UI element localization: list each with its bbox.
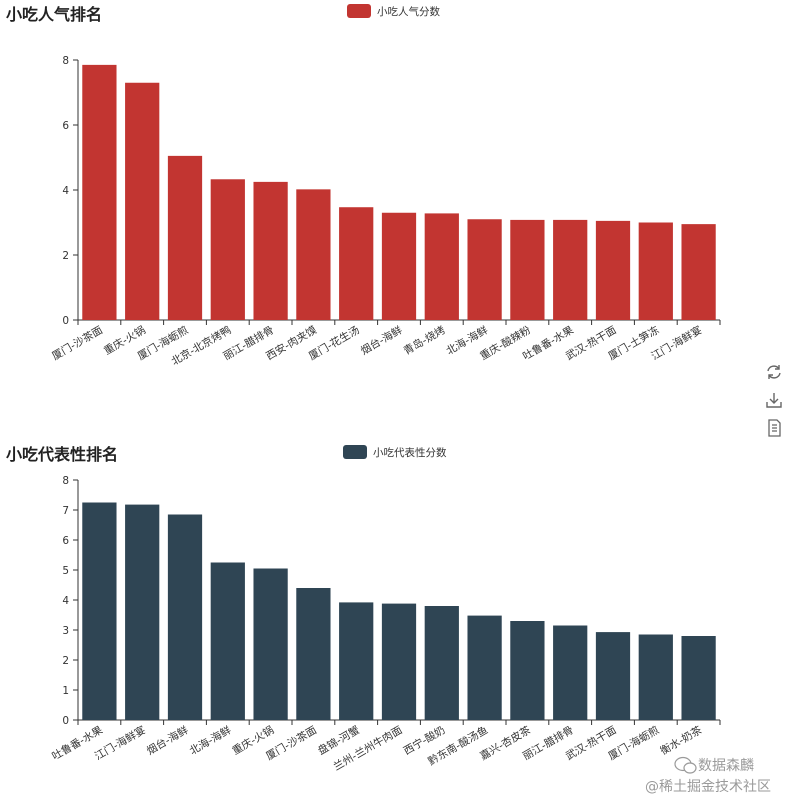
representative-bar[interactable]: [381, 603, 417, 720]
representative-bar[interactable]: [467, 615, 502, 720]
popularity-bar[interactable]: [381, 212, 417, 320]
popularity-y-tick-label: 2: [62, 250, 69, 262]
representative-y-tick-label: 3: [62, 625, 69, 637]
popularity-category-label: 烟台-海鲜: [358, 323, 405, 357]
representative-category-label: 烟台-海鲜: [144, 723, 191, 757]
representative-legend-label: 小吃代表性分数: [373, 446, 447, 459]
popularity-bar[interactable]: [296, 189, 331, 320]
representative-y-tick-label: 8: [62, 475, 69, 487]
representative-y-tick-label: 0: [62, 715, 69, 727]
popularity-bar[interactable]: [167, 155, 203, 320]
popularity-chart-title: 小吃人气排名: [6, 5, 102, 24]
representative-bar[interactable]: [681, 636, 716, 720]
popularity-bar[interactable]: [595, 220, 631, 320]
data-view-icon[interactable]: [765, 419, 783, 437]
representative-y-tick-label: 5: [62, 565, 69, 577]
refresh-icon[interactable]: [765, 363, 783, 381]
popularity-bar[interactable]: [253, 181, 288, 320]
popularity-legend-label: 小吃人气分数: [377, 5, 440, 18]
popularity-bar[interactable]: [82, 64, 117, 320]
popularity-y-tick-label: 0: [62, 315, 69, 327]
representative-bar[interactable]: [167, 514, 203, 721]
representative-bar[interactable]: [339, 602, 374, 720]
popularity-category-label: 厦门-沙茶面: [50, 323, 105, 362]
representative-legend[interactable]: 小吃代表性分数: [343, 445, 447, 459]
representative-chart-title: 小吃代表性排名: [6, 445, 118, 464]
representative-category-label: 北海-海鲜: [187, 723, 234, 757]
representative-y-tick-label: 7: [62, 505, 69, 517]
representative-chart: 小吃代表性排名 小吃代表性分数 0 1 2 3 4 5 6 7 8 吐鲁番-水果江门-海鲜宴烟台…: [6, 445, 721, 773]
representative-y-tick-label: 1: [62, 685, 69, 697]
popularity-category-labels: 厦门-沙茶面重庆-火锅厦门-海蛎煎北京-北京烤鸭丽江-腊排骨西安-肉夹馍厦门-花…: [50, 323, 704, 368]
popularity-y-tick-label: 8: [62, 55, 69, 67]
representative-bar[interactable]: [595, 632, 631, 720]
popularity-y-tick-label: 4: [62, 185, 69, 197]
wechat-icon: [674, 756, 697, 774]
representative-bar[interactable]: [296, 588, 331, 720]
popularity-bar[interactable]: [339, 207, 374, 320]
popularity-bar[interactable]: [210, 179, 245, 320]
representative-category-label: 兰州-兰州牛肉面: [331, 723, 404, 773]
representative-category-labels: 吐鲁番-水果江门-海鲜宴烟台-海鲜北海-海鲜重庆-火锅厦门-沙茶面盘锦-河蟹兰州…: [50, 723, 705, 773]
representative-bar[interactable]: [638, 634, 673, 721]
popularity-bar[interactable]: [638, 222, 673, 321]
watermark-site-text: @稀土掘金技术社区: [645, 779, 771, 795]
popularity-bar[interactable]: [424, 213, 459, 320]
representative-category-label: 衡水-奶茶: [658, 723, 705, 757]
representative-y-tick-label: 4: [62, 595, 69, 607]
popularity-bar[interactable]: [125, 82, 160, 320]
popularity-legend[interactable]: 小吃人气分数: [347, 4, 440, 18]
representative-bar[interactable]: [125, 504, 160, 720]
representative-bar[interactable]: [424, 606, 459, 720]
representative-bar[interactable]: [253, 568, 288, 721]
popularity-bar[interactable]: [467, 219, 502, 320]
popularity-bar[interactable]: [681, 224, 716, 320]
representative-bar[interactable]: [82, 502, 117, 721]
download-icon[interactable]: [765, 391, 783, 409]
representative-bars: [82, 502, 716, 721]
watermark: 数据森麟 @稀土掘金技术社区: [645, 756, 771, 795]
popularity-y-tick-label: 6: [62, 120, 69, 132]
representative-y-tick-label: 6: [62, 535, 69, 547]
popularity-legend-swatch: [347, 4, 371, 18]
popularity-bars: [82, 64, 716, 321]
representative-legend-swatch: [343, 445, 367, 459]
representative-bar[interactable]: [510, 621, 545, 720]
popularity-chart: 小吃人气排名 小吃人气分数 0 2 4 6 8 厦门-沙茶面重庆-火锅厦门-海蛎煎北京-…: [6, 4, 721, 368]
popularity-bar[interactable]: [510, 219, 545, 320]
representative-bar[interactable]: [210, 562, 245, 721]
watermark-wechat-text: 数据森麟: [698, 758, 754, 774]
popularity-category-label: 青岛-烧烤: [401, 323, 448, 357]
representative-y-tick-label: 2: [62, 655, 69, 667]
toolbox: [765, 363, 783, 437]
representative-bar[interactable]: [553, 625, 588, 721]
popularity-bar[interactable]: [553, 219, 588, 320]
